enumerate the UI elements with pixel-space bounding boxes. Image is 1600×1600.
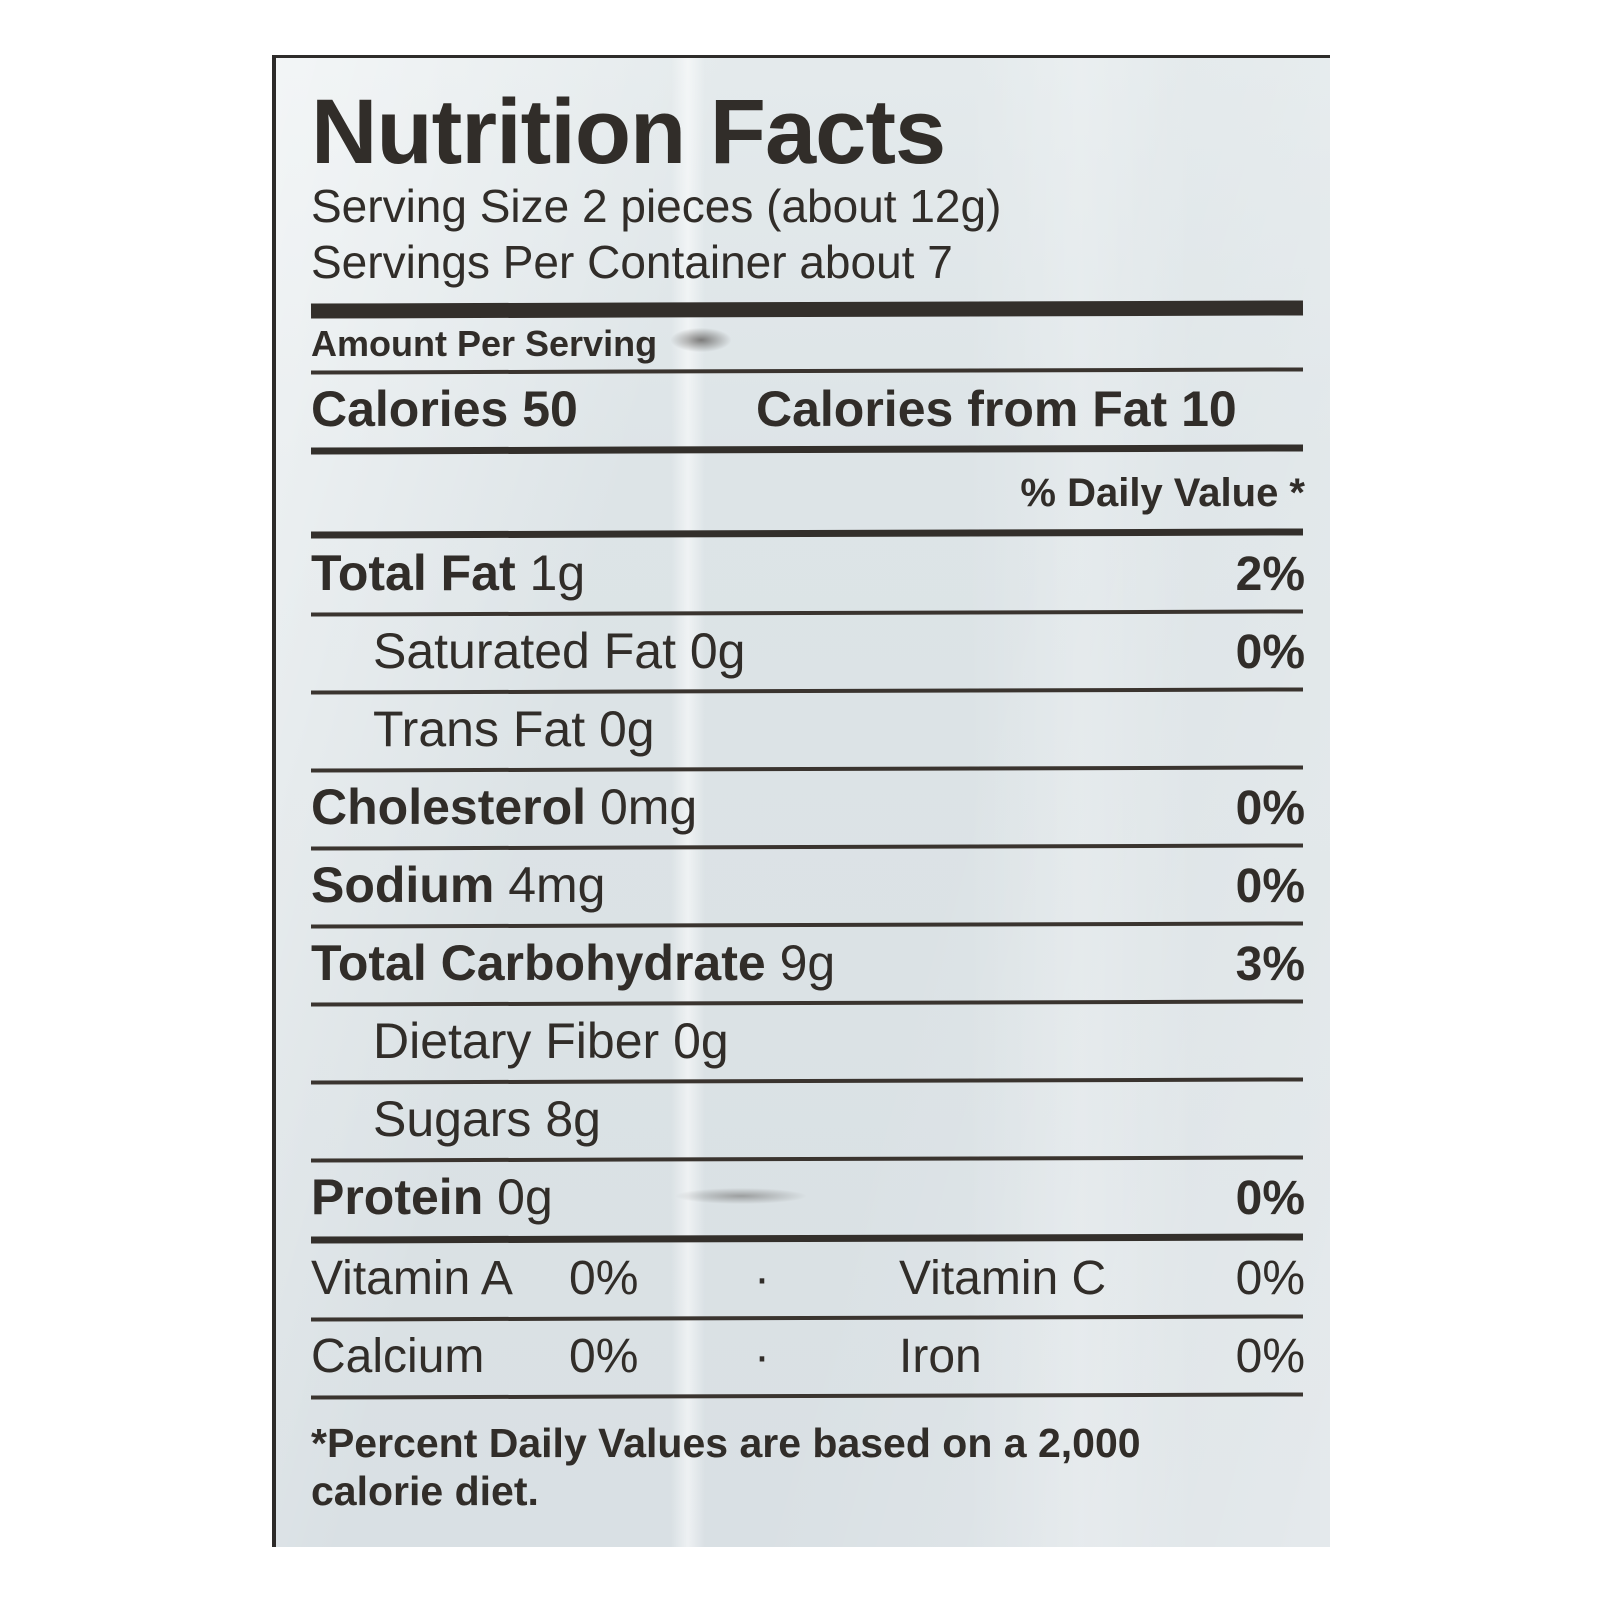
nutrient-amount: 0g — [689, 623, 746, 680]
nutrient-amount: 0g — [673, 1013, 729, 1070]
nutrient-name: Cholesterol 0mg — [311, 779, 698, 836]
nutrient-row: Sugars 8g — [311, 1083, 1305, 1157]
nutrient-row: Protein 0g 0% — [311, 1161, 1305, 1235]
nutrient-amount: 0g — [497, 1169, 553, 1226]
serving-size-text: Serving Size 2 pieces (about 12g) — [311, 180, 1002, 232]
nutrient-name: Dietary Fiber 0g — [373, 1013, 729, 1070]
micronutrient-dv-right: 0% — [1235, 1252, 1305, 1306]
nutrient-daily-value: 0% — [1235, 1172, 1305, 1226]
nutrient-daily-value: 0% — [1235, 860, 1305, 914]
nutrient-name: Saturated Fat 0g — [373, 623, 746, 680]
nutrient-name: Total Carbohydrate 9g — [311, 935, 836, 992]
bullet-separator-icon: · — [754, 1252, 770, 1306]
nutrient-amount: 4mg — [508, 857, 606, 914]
divider-thick — [310, 300, 1304, 319]
nutrient-daily-value: 0% — [1235, 626, 1305, 680]
micronutrient-name-left: Vitamin A — [311, 1252, 513, 1306]
nutrient-name: Protein 0g — [311, 1169, 553, 1226]
calories-value: Calories 50 — [311, 381, 578, 438]
nutrient-daily-value: 0% — [1235, 782, 1305, 836]
nutrient-amount: 0g — [598, 701, 655, 758]
micronutrient-name-right: Iron — [899, 1330, 982, 1384]
micronutrient-dv-left: 0% — [569, 1330, 639, 1384]
nutrient-amount: 8g — [545, 1091, 601, 1148]
page-title: Nutrition Facts — [311, 81, 946, 183]
nutrient-row: Sodium 4mg 0% — [311, 849, 1305, 923]
daily-value-header: % Daily Value * — [1020, 471, 1305, 516]
nutrient-daily-value: 2% — [1235, 548, 1305, 602]
micronutrient-dv-left: 0% — [569, 1252, 639, 1306]
servings-per-container-text: Servings Per Container about 7 — [311, 236, 953, 289]
nutrient-amount: 0mg — [599, 779, 698, 836]
micronutrient-row: Vitamin A 0% · Vitamin C 0% — [311, 1242, 1305, 1316]
nutrient-row: Dietary Fiber 0g — [311, 1005, 1305, 1079]
calories-row: Calories 50 Calories from Fat 10 — [311, 373, 1305, 446]
bullet-separator-icon: · — [754, 1330, 770, 1384]
nutrient-row: Total Fat 1g 2% — [311, 537, 1305, 611]
nutrient-row: Saturated Fat 0g 0% — [311, 615, 1305, 689]
nutrient-name: Sugars 8g — [373, 1091, 601, 1148]
micronutrient-name-left: Calcium — [311, 1330, 485, 1384]
nutrition-facts-label-panel: Nutrition Facts Serving Size 2 pieces (a… — [272, 55, 1330, 1547]
nutrient-row: Cholesterol 0mg 0% — [311, 771, 1305, 845]
nutrient-daily-value: 3% — [1235, 938, 1305, 992]
nutrient-amount: 9g — [779, 935, 836, 992]
nutrient-row: Trans Fat 0g — [311, 693, 1305, 767]
micronutrient-dv-right: 0% — [1235, 1330, 1305, 1384]
micronutrient-row: Calcium 0% · Iron 0% — [311, 1320, 1305, 1394]
nutrient-list: Total Fat 1g 2% Saturated Fat 0g 0% Trans Fa… — [310, 537, 1305, 1235]
nutrient-name: Total Fat 1g — [311, 545, 586, 602]
nutrient-name: Trans Fat 0g — [373, 701, 655, 758]
nutrient-amount: 1g — [529, 545, 586, 602]
calories-from-fat-value: Calories from Fat 10 — [756, 381, 1237, 438]
amount-per-serving-label: Amount Per Serving — [311, 323, 658, 365]
micronutrient-list: Vitamin A 0% · Vitamin C 0% Calcium 0% · Iron 0% — [310, 1242, 1305, 1394]
nutrient-name: Sodium 4mg — [311, 857, 606, 914]
nutrient-row: Total Carbohydrate 9g 3% — [311, 927, 1305, 1001]
daily-value-footnote: *Percent Daily Values are based on a 2,0… — [311, 1420, 1141, 1514]
nutrition-facts-content: Nutrition Facts Serving Size 2 pieces (a… — [310, 58, 1305, 1547]
micronutrient-name-right: Vitamin C — [899, 1252, 1107, 1306]
